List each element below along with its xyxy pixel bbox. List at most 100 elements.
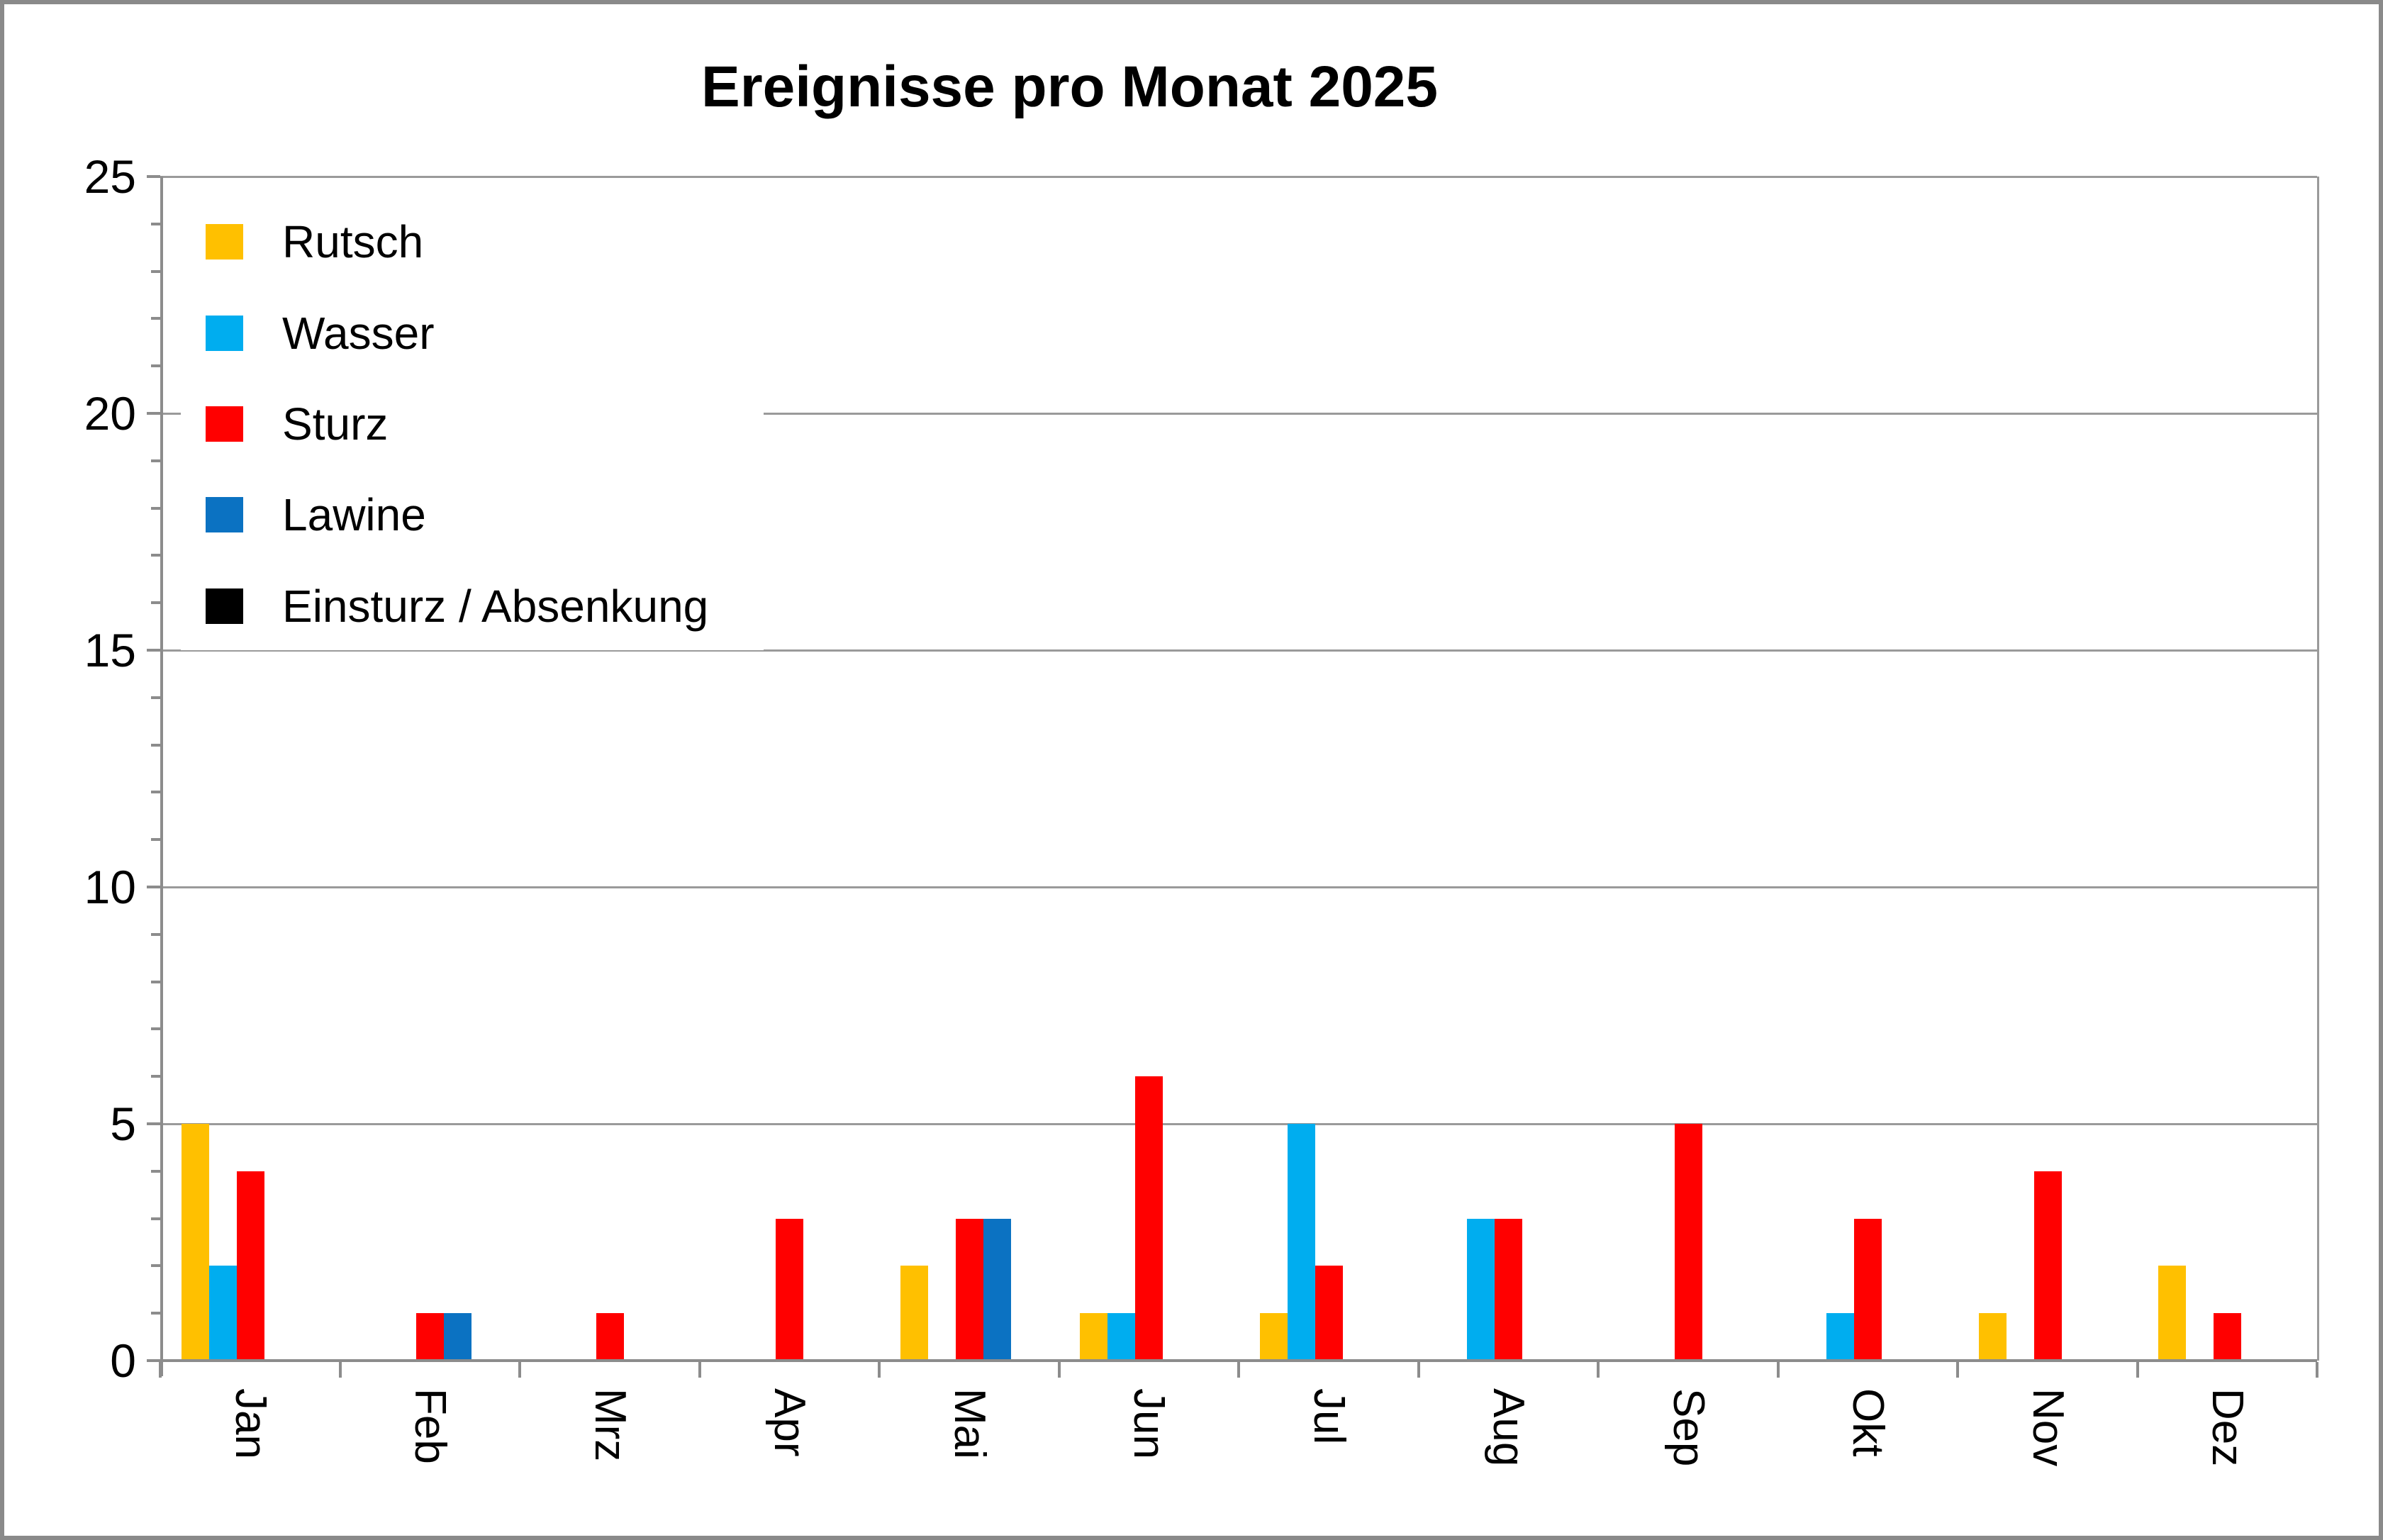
legend-item-sturz: Sturz <box>206 401 773 447</box>
y-axis-minor-tick <box>151 696 160 699</box>
x-axis-tick <box>1417 1362 1420 1378</box>
y-gridline <box>160 649 2317 652</box>
x-axis-tick <box>1597 1362 1600 1378</box>
y-axis-label: 25 <box>84 150 136 203</box>
bar-sturz-feb <box>416 1313 445 1359</box>
y-gridline <box>160 175 2317 178</box>
x-axis-tick <box>698 1362 701 1378</box>
x-axis-tick <box>1057 1362 1061 1378</box>
legend-label: Lawine <box>282 489 426 540</box>
y-axis-minor-tick <box>151 506 160 510</box>
legend-label: Einsturz / Absenkung <box>282 581 709 632</box>
bar-wasser-jun <box>1107 1313 1136 1359</box>
y-axis-minor-tick <box>151 838 160 842</box>
legend-item-einsturz-absenkung: Einsturz / Absenkung <box>206 583 773 630</box>
y-axis-minor-tick <box>151 980 160 983</box>
bar-sturz-jun <box>1135 1076 1163 1359</box>
y-axis-minor-tick <box>151 459 160 462</box>
legend-label: Wasser <box>282 308 435 359</box>
y-axis-major-tick <box>147 649 160 652</box>
bar-sturz-apr <box>776 1218 804 1359</box>
x-axis-line <box>147 1359 2317 1362</box>
y-axis-minor-tick <box>151 791 160 794</box>
legend-label: Rutsch <box>282 216 424 267</box>
bar-rutsch-jul <box>1259 1313 1288 1359</box>
legend-label: Sturz <box>282 398 389 450</box>
y-axis-label: 15 <box>84 624 136 676</box>
y-axis-minor-tick <box>151 1217 160 1220</box>
legend-swatch-icon <box>206 224 243 260</box>
bar-sturz-okt <box>1854 1218 1882 1359</box>
y-axis-minor-tick <box>151 743 160 747</box>
y-axis-minor-tick <box>151 932 160 936</box>
y-axis-minor-tick <box>151 1075 160 1078</box>
y-axis-major-tick <box>147 1122 160 1125</box>
y-axis-label: 5 <box>110 1098 136 1150</box>
y-axis-minor-tick <box>151 317 160 320</box>
x-axis-label: Apr <box>765 1388 815 1457</box>
y-axis-minor-tick <box>151 1312 160 1315</box>
y-axis-label: 10 <box>84 861 136 913</box>
legend-item-rutsch: Rutsch <box>206 218 773 265</box>
legend-swatch-icon <box>206 316 243 351</box>
y-gridline <box>160 886 2317 888</box>
y-axis-line <box>160 177 163 1376</box>
legend-swatch-icon <box>206 497 243 532</box>
bar-rutsch-dez <box>2158 1266 2187 1359</box>
x-axis-tick <box>518 1362 521 1378</box>
bar-wasser-jul <box>1287 1124 1315 1359</box>
y-axis-label: 20 <box>84 387 136 440</box>
x-axis-label: Feb <box>406 1388 455 1464</box>
y-axis-minor-tick <box>151 222 160 225</box>
bar-sturz-nov <box>2033 1171 2062 1359</box>
y-axis-minor-tick <box>151 364 160 368</box>
y-axis-major-tick <box>147 412 160 415</box>
y-axis-minor-tick <box>151 1169 160 1173</box>
legend-background <box>181 193 764 650</box>
legend-item-lawine: Lawine <box>206 491 773 538</box>
bar-rutsch-jun <box>1080 1313 1108 1359</box>
bar-sturz-jan <box>236 1171 264 1359</box>
bar-wasser-aug <box>1467 1218 1495 1359</box>
x-axis-tick <box>2316 1362 2318 1378</box>
bar-sturz-aug <box>1495 1218 1523 1359</box>
x-axis-label: Aug <box>1484 1388 1534 1467</box>
bar-sturz-jul <box>1315 1266 1343 1359</box>
x-axis-label: Dez <box>2203 1388 2253 1467</box>
bar-rutsch-nov <box>1978 1313 2007 1359</box>
y-axis-major-tick <box>147 175 160 178</box>
bar-sturz-sep <box>1674 1124 1702 1359</box>
legend-item-wasser: Wasser <box>206 310 773 357</box>
bar-rutsch-jan <box>181 1124 209 1359</box>
legend-swatch-icon <box>206 588 243 624</box>
x-axis-label: Nov <box>2023 1388 2072 1467</box>
y-gridline <box>160 412 2317 415</box>
bar-lawine-feb <box>444 1313 472 1359</box>
x-axis-label: Jan <box>225 1388 275 1459</box>
y-axis-minor-tick <box>151 269 160 273</box>
y-axis-minor-tick <box>151 1264 160 1268</box>
y-axis-minor-tick <box>151 554 160 557</box>
bar-sturz-mai <box>955 1218 983 1359</box>
x-axis-label: Mrz <box>585 1388 635 1462</box>
x-axis-tick <box>1237 1362 1240 1378</box>
y-axis-minor-tick <box>151 601 160 605</box>
x-axis-label: Jul <box>1304 1388 1354 1445</box>
y-axis-major-tick <box>147 886 160 888</box>
x-axis-tick <box>338 1362 342 1378</box>
x-axis-label: Okt <box>1843 1388 1893 1457</box>
bar-sturz-dez <box>2214 1313 2242 1359</box>
bar-lawine-mai <box>983 1218 1011 1359</box>
chart-title: Ereignisse pro Monat 2025 <box>701 55 1439 119</box>
y-axis-minor-tick <box>151 1027 160 1031</box>
plot-right-border <box>2317 177 2319 1361</box>
bar-rutsch-mai <box>900 1266 928 1359</box>
x-axis-tick <box>2136 1362 2139 1378</box>
y-axis-major-tick <box>147 1359 160 1362</box>
x-axis-label: Jun <box>1124 1388 1174 1459</box>
y-gridline <box>160 1122 2317 1125</box>
x-axis-tick <box>159 1362 162 1378</box>
y-axis-label: 0 <box>110 1334 136 1387</box>
x-axis-tick <box>878 1362 881 1378</box>
